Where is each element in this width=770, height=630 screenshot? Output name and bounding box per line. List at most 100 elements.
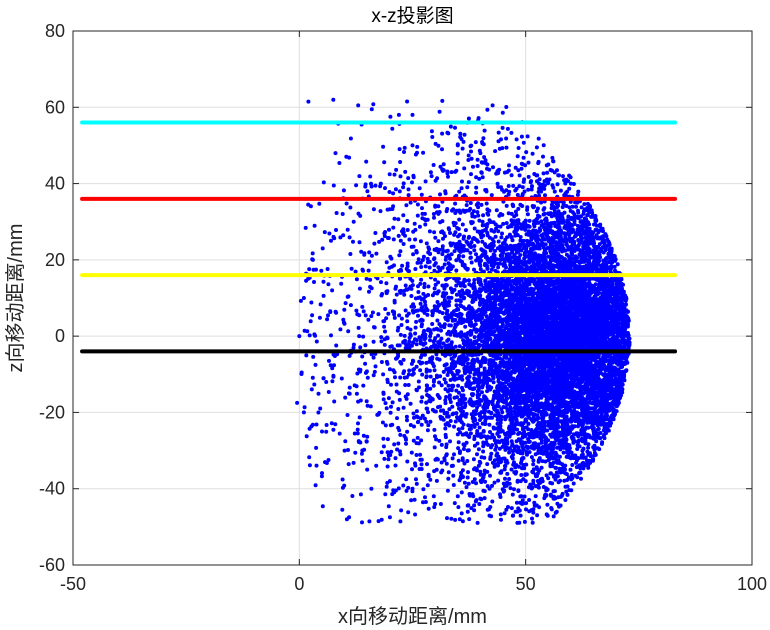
scatter-point: [519, 166, 524, 171]
scatter-point: [526, 440, 531, 444]
scatter-point: [526, 421, 531, 426]
scatter-point: [500, 231, 504, 236]
scatter-point: [497, 302, 502, 307]
scatter-point: [494, 208, 499, 213]
scatter-point: [410, 143, 415, 148]
scatter-point: [472, 248, 477, 253]
scatter-point: [472, 226, 477, 231]
scatter-point: [301, 410, 306, 415]
scatter-point: [448, 332, 453, 337]
scatter-point: [536, 264, 541, 268]
scatter-point: [426, 410, 430, 415]
scatter-point: [507, 477, 512, 481]
scatter-point: [581, 209, 586, 214]
scatter-point: [463, 228, 468, 233]
scatter-point: [376, 519, 381, 524]
scatter-point: [428, 386, 433, 391]
scatter-point: [545, 170, 550, 175]
scatter-point: [549, 434, 554, 439]
scatter-point: [510, 492, 515, 497]
scatter-point: [430, 293, 435, 298]
scatter-point: [481, 213, 486, 218]
scatter-point: [521, 155, 526, 160]
scatter-point: [471, 457, 476, 462]
scatter-point: [475, 357, 480, 362]
scatter-point: [492, 461, 497, 466]
scatter-point: [542, 179, 547, 184]
scatter-point: [502, 257, 506, 262]
scatter-point: [432, 368, 437, 373]
scatter-point: [471, 357, 476, 362]
scatter-point: [356, 103, 361, 108]
scatter-point: [433, 502, 438, 506]
scatter-point: [407, 368, 412, 373]
scatter-point: [426, 284, 431, 289]
scatter-point: [507, 450, 512, 455]
scatter-point: [452, 395, 457, 400]
scatter-point: [295, 400, 300, 405]
scatter-point: [515, 154, 520, 159]
scatter-point: [331, 97, 336, 102]
scatter-point: [414, 409, 419, 414]
scatter-point: [527, 218, 532, 223]
scatter-point: [342, 448, 347, 453]
scatter-point: [454, 298, 459, 303]
scatter-point: [427, 398, 432, 403]
scatter-point: [432, 286, 437, 291]
scatter-point: [568, 181, 573, 186]
scatter-point: [467, 352, 472, 357]
scatter-point: [496, 239, 501, 244]
scatter-point: [503, 476, 507, 481]
scatter-point: [499, 235, 504, 240]
scatter-point: [369, 107, 374, 112]
scatter-point: [593, 218, 598, 223]
scatter-point: [490, 499, 495, 504]
scatter-point: [559, 404, 564, 409]
scatter-point: [499, 257, 503, 262]
scatter-point: [320, 429, 324, 434]
scatter-point: [490, 402, 495, 407]
scatter-point: [387, 515, 392, 520]
scatter-point: [454, 283, 459, 288]
scatter-point: [472, 477, 477, 482]
scatter-point: [520, 443, 525, 448]
scatter-point: [527, 450, 532, 455]
scatter-point: [297, 334, 302, 339]
scatter-point: [548, 471, 553, 476]
scatter-point: [447, 407, 452, 412]
scatter-point: [471, 164, 475, 169]
scatter-point: [477, 459, 482, 464]
scatter-point: [466, 361, 470, 366]
scatter-point: [448, 439, 452, 444]
scatter-point: [500, 187, 504, 192]
scatter-point: [306, 99, 311, 104]
scatter-point: [549, 214, 554, 219]
scatter-point: [401, 405, 406, 410]
scatter-point: [519, 461, 523, 465]
scatter-point: [597, 366, 602, 371]
scatter-point: [531, 462, 536, 467]
scatter-point: [531, 481, 536, 486]
scatter-point: [522, 256, 527, 261]
scatter-point: [432, 445, 437, 450]
scatter-point: [579, 476, 583, 481]
scatter-point: [347, 515, 352, 520]
scatter-point: [439, 442, 444, 447]
scatter-point: [432, 256, 437, 261]
scatter-point: [614, 282, 619, 287]
scatter-point: [536, 220, 541, 225]
scatter-point: [413, 325, 418, 330]
scatter-point: [579, 205, 584, 210]
scatter-point: [371, 339, 376, 344]
scatter-point: [547, 177, 552, 182]
scatter-point: [477, 218, 482, 223]
scatter-point: [416, 257, 421, 262]
scatter-point: [509, 439, 514, 444]
scatter-point: [423, 264, 428, 269]
scatter-point: [474, 258, 479, 263]
scatter-point: [460, 426, 465, 431]
scatter-point: [472, 443, 477, 448]
scatter-point: [398, 432, 403, 437]
scatter-point: [522, 494, 527, 499]
